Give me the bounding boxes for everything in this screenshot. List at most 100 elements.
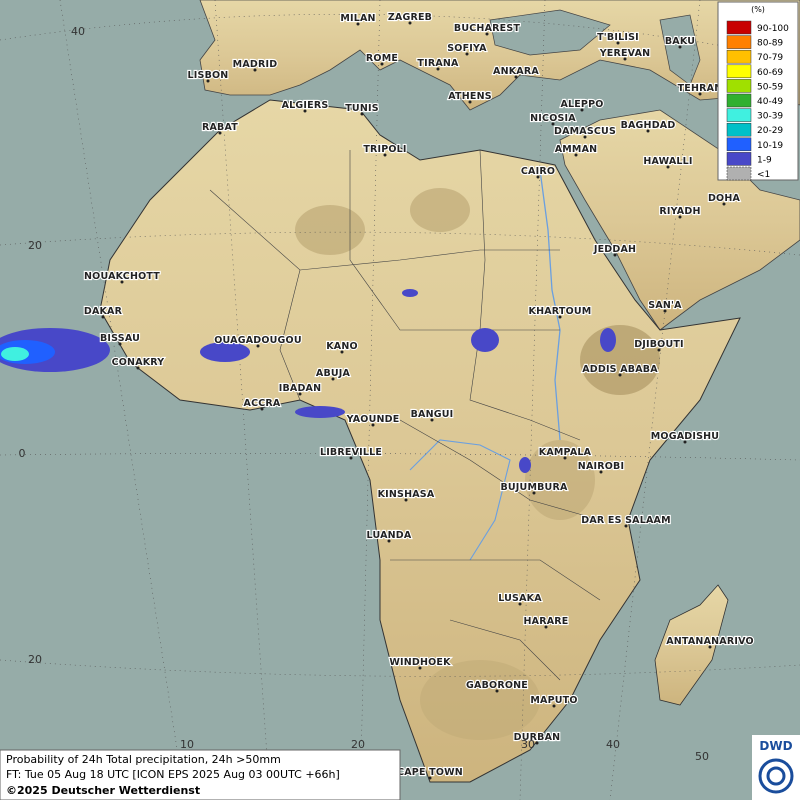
city-dot xyxy=(722,202,726,206)
city-dot xyxy=(136,366,140,370)
city-label: T'BILISI xyxy=(597,32,639,43)
city-label: RABAT xyxy=(202,122,238,133)
city-dot xyxy=(380,62,384,66)
city-label: DJIBOUTI xyxy=(634,339,684,350)
city-label: TEHRAN xyxy=(678,83,723,94)
city-dot xyxy=(514,75,518,79)
city-label: BUJUMBURA xyxy=(500,482,568,493)
city-label: LIBREVILLE xyxy=(320,447,382,458)
city-dot xyxy=(118,342,122,346)
grid-label: 50 xyxy=(695,750,709,763)
city-label: TIRANA xyxy=(417,58,459,69)
grid-label: 10 xyxy=(180,738,194,751)
city-label: ATHENS xyxy=(448,91,492,102)
city-label: LUSAKA xyxy=(498,593,542,604)
caption-line: ©2025 Deutscher Wetterdienst xyxy=(6,784,200,797)
legend-swatch xyxy=(726,79,752,93)
city-dot xyxy=(468,100,472,104)
legend-label: 40-49 xyxy=(757,97,783,107)
city-dot xyxy=(646,129,650,133)
city-dot xyxy=(356,22,360,26)
legend-swatch xyxy=(726,108,752,122)
city-dot xyxy=(360,112,364,116)
city-label: CAPE TOWN xyxy=(397,767,463,778)
city-dot xyxy=(218,131,222,135)
city-dot xyxy=(371,423,375,427)
city-label: ALGIERS xyxy=(282,100,329,111)
city-dot xyxy=(678,215,682,219)
legend-swatch xyxy=(726,93,752,108)
city-label: KINSHASA xyxy=(378,489,435,500)
city-label: AMMAN xyxy=(555,144,598,155)
city-dot xyxy=(120,280,124,284)
caspian-sea xyxy=(659,14,701,86)
city-label: MADRID xyxy=(233,59,278,70)
city-dot xyxy=(408,21,412,25)
legend-swatch xyxy=(726,137,752,152)
legend-swatch xyxy=(726,64,752,79)
city-label: LUANDA xyxy=(367,530,412,541)
city-dot xyxy=(331,377,335,381)
black-sea xyxy=(489,9,611,56)
grid-label: 20 xyxy=(28,653,42,666)
city-label: DAKAR xyxy=(84,306,123,317)
city-label: BUCHAREST xyxy=(454,23,520,34)
legend-unit: (%) xyxy=(751,5,765,14)
city-label: JEDDAH xyxy=(593,244,636,255)
legend: (%) 90-100 80-89 70-79 60-69 50-59 40-49 30-39… xyxy=(717,1,799,181)
city-label: ACCRA xyxy=(244,398,281,409)
city-label: BAKU xyxy=(665,36,695,47)
city-label: NICOSIA xyxy=(530,113,576,124)
legend-label: 10-19 xyxy=(757,141,783,151)
city-dot xyxy=(551,122,555,126)
city-label: IBADAN xyxy=(279,383,322,394)
city-dot xyxy=(574,153,578,157)
grid-label: 20 xyxy=(351,738,365,751)
city-label: ALEPPO xyxy=(560,99,603,110)
city-label: OUAGADOUGOU xyxy=(214,335,301,346)
city-dot xyxy=(101,315,105,319)
city-dot xyxy=(544,625,548,629)
city-label: KHARTOUM xyxy=(529,306,592,317)
city-label: ANKARA xyxy=(493,66,539,77)
terrain xyxy=(410,188,470,232)
precip-area xyxy=(600,328,616,352)
city-label: ROME xyxy=(366,53,398,64)
city-label: BAGHDAD xyxy=(621,120,676,131)
legend-label: 30-39 xyxy=(757,112,783,122)
city-label: TUNIS xyxy=(345,103,379,114)
city-dot xyxy=(613,253,617,257)
river xyxy=(409,439,511,561)
city-dot xyxy=(663,309,667,313)
grid-label: 20 xyxy=(28,239,42,252)
precipitation xyxy=(0,289,616,473)
city-label: YAOUNDE xyxy=(346,414,400,425)
city-dot xyxy=(599,470,603,474)
terrain xyxy=(580,325,660,395)
precip-area xyxy=(471,328,499,352)
terrain xyxy=(420,660,540,740)
caption-line: Probability of 24h Total precipitation, … xyxy=(6,753,281,766)
city-dot xyxy=(298,392,302,396)
city-dot xyxy=(485,32,489,36)
city-label: GABORONE xyxy=(466,680,528,691)
city-label: KAMPALA xyxy=(539,447,592,458)
city-dot xyxy=(495,689,499,693)
city-dot xyxy=(256,344,260,348)
legend-label: 90-100 xyxy=(757,24,789,34)
legend-label: <1 xyxy=(757,170,770,180)
labels: MILAN ZAGREB BUCHAREST T'BILISI BAKU ROME SOFI… xyxy=(19,11,755,780)
city-label: TRIPOLI xyxy=(363,144,406,155)
logo-mark xyxy=(758,758,794,794)
terrain xyxy=(295,205,365,255)
city-dot xyxy=(428,776,432,780)
city-dot xyxy=(383,153,387,157)
legend-label: 50-59 xyxy=(757,82,783,92)
city-dot xyxy=(206,79,210,83)
city-label: DOHA xyxy=(708,193,741,204)
city-dot xyxy=(535,741,539,745)
legend-swatch xyxy=(726,49,752,64)
city-dot xyxy=(349,456,353,460)
city-label: DAMASCUS xyxy=(554,126,616,137)
